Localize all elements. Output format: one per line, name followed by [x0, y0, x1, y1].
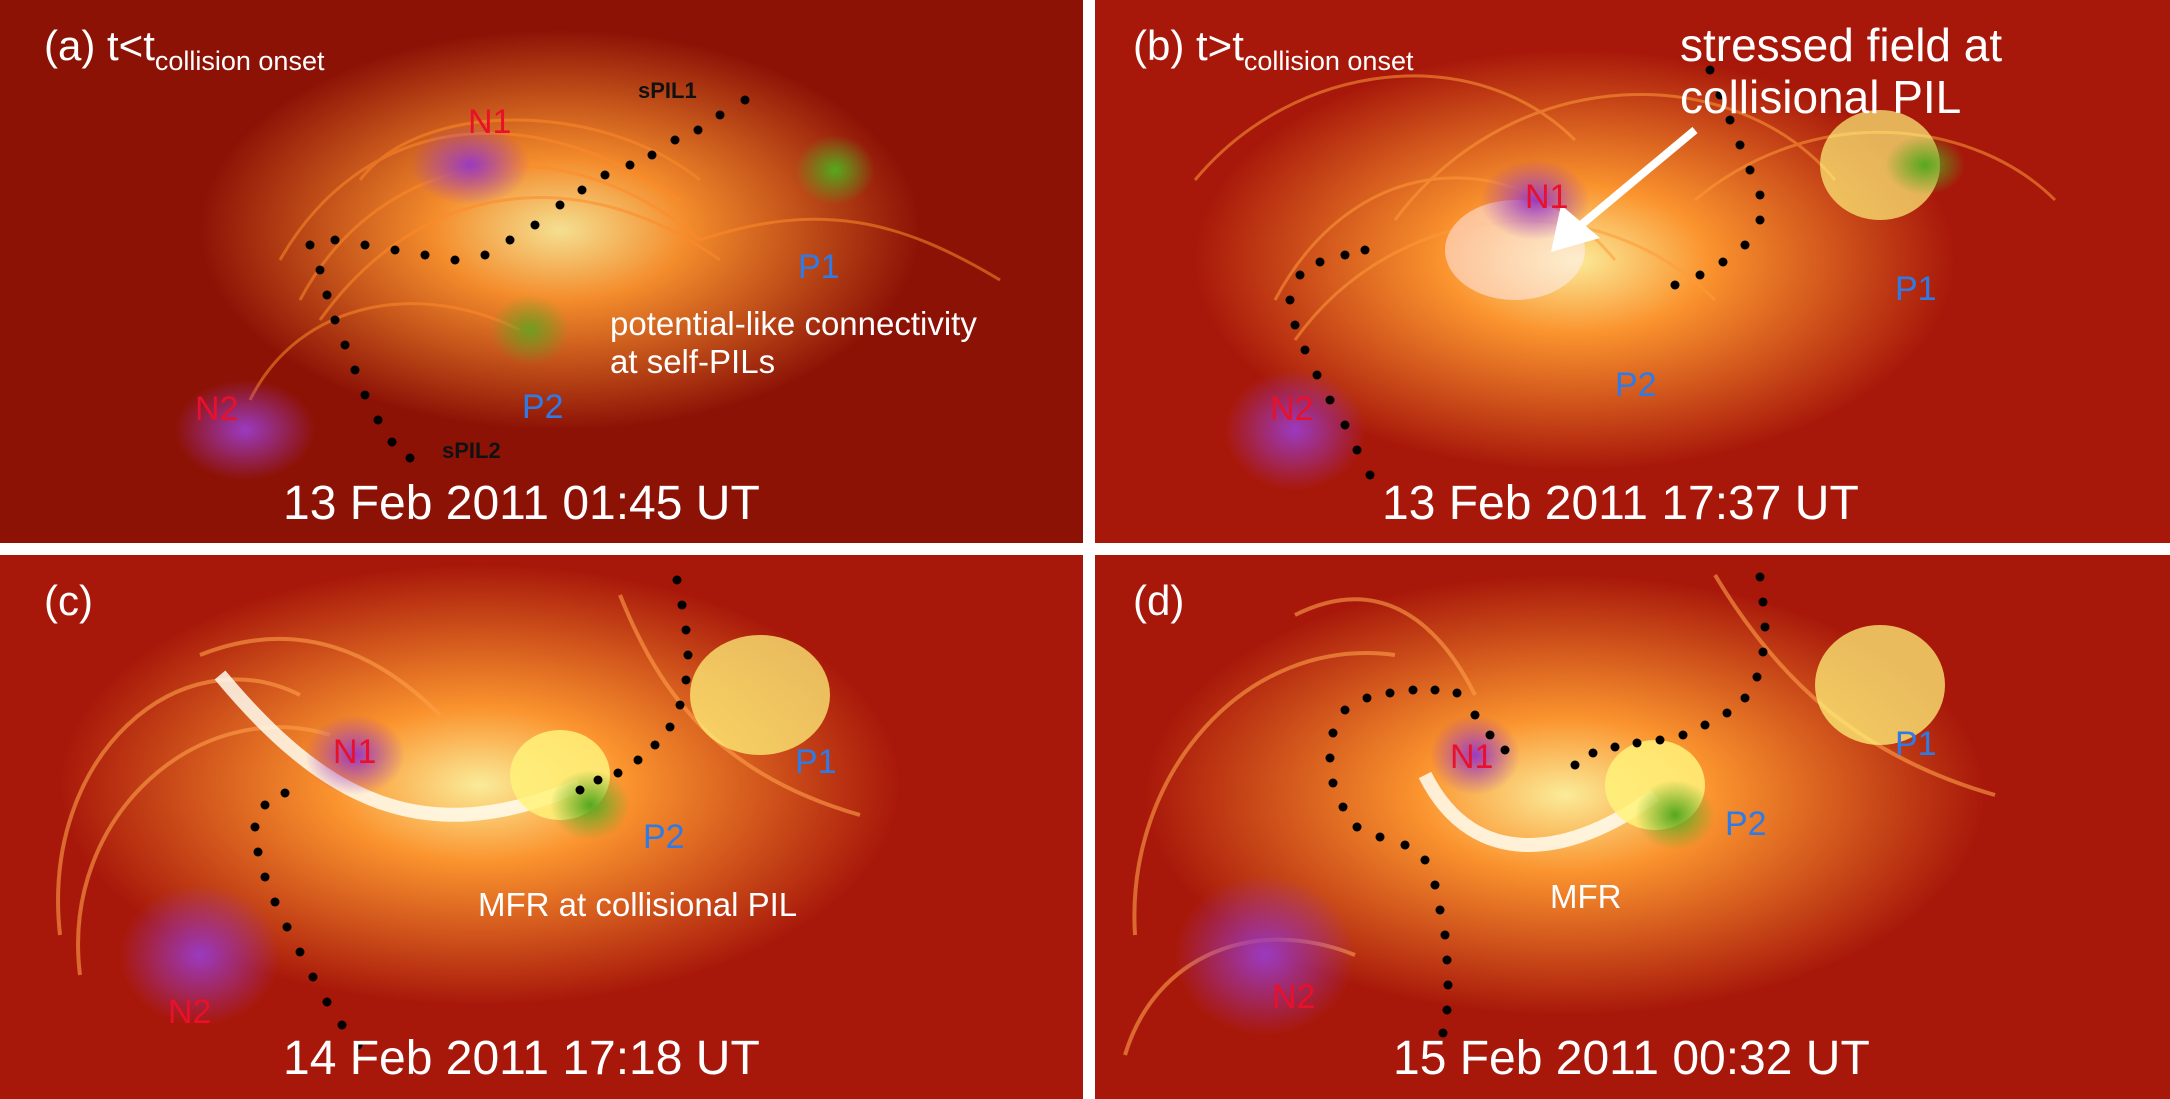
date-d: 15 Feb 2011 00:32 UT	[1393, 1032, 1870, 1085]
annotation-b: stressed field at collisional PIL	[1680, 19, 2003, 123]
annotation-c: MFR at collisional PIL	[478, 886, 798, 923]
label-n1-b: N1	[1525, 178, 1569, 216]
date-b: 13 Feb 2011 17:37 UT	[1382, 477, 1859, 530]
panel-b: (b) t>tcollision onset stressed field at…	[1095, 0, 2170, 543]
panel-d-tag: (d)	[1133, 577, 1185, 624]
label-p1-c: P1	[795, 743, 837, 781]
date-c: 14 Feb 2011 17:18 UT	[283, 1032, 760, 1085]
panel-c-tag: (c)	[44, 577, 93, 624]
label-spil1: sPIL1	[638, 78, 697, 103]
label-n2-b: N2	[1270, 390, 1314, 428]
label-p1-a: P1	[798, 248, 840, 286]
label-n2-c: N2	[168, 993, 212, 1031]
panel-a-image	[0, 0, 1083, 543]
label-p2-b: P2	[1615, 366, 1657, 404]
label-p2-a: P2	[522, 388, 564, 426]
date-a: 13 Feb 2011 01:45 UT	[283, 477, 760, 530]
panel-a: (a) t<tcollision onset N1 N2 P1 P2 sPIL1…	[0, 0, 1083, 543]
panel-d: (d) N1 N2 P1 P2 MFR 15 Feb 2011 00:32 UT	[1095, 555, 2170, 1099]
panel-b-image	[1095, 0, 2170, 543]
label-n1-a: N1	[468, 103, 512, 141]
label-p2-d: P2	[1725, 805, 1767, 843]
panel-a-tag: (a) t<tcollision onset	[44, 22, 325, 76]
label-n2-d: N2	[1272, 978, 1316, 1016]
annotation-a: potential-like connectivity at self-PILs	[610, 305, 977, 380]
annotation-d: MFR	[1550, 878, 1622, 915]
label-p1-b: P1	[1895, 270, 1937, 308]
label-p2-c: P2	[643, 818, 685, 856]
label-n1-d: N1	[1450, 738, 1494, 776]
panel-c: (c) N1 N2 P1 P2 MFR at collisional PIL 1…	[0, 555, 1083, 1099]
label-n1-c: N1	[333, 733, 377, 771]
label-p1-d: P1	[1895, 725, 1937, 763]
label-spil2: sPIL2	[442, 438, 501, 463]
panel-d-image	[1095, 555, 2170, 1099]
panel-b-tag: (b) t>tcollision onset	[1133, 22, 1414, 76]
panel-c-image	[0, 555, 1083, 1099]
label-n2-a: N2	[195, 390, 239, 428]
